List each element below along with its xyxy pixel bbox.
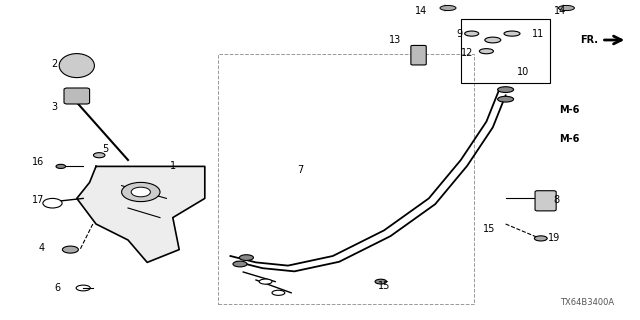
Text: 13: 13 [389,35,402,45]
Ellipse shape [272,290,285,295]
Ellipse shape [93,153,105,158]
Text: 3: 3 [51,102,58,112]
Circle shape [43,198,62,208]
FancyBboxPatch shape [64,88,90,104]
Ellipse shape [504,31,520,36]
Text: 9: 9 [456,28,463,39]
Text: M-6: M-6 [559,105,580,116]
Text: 10: 10 [517,67,530,77]
Ellipse shape [485,37,501,43]
Text: 8: 8 [554,195,560,205]
Ellipse shape [76,285,90,291]
Text: 12: 12 [461,48,474,58]
Ellipse shape [465,31,479,36]
Ellipse shape [59,53,95,78]
Bar [461,19,550,83]
Text: 15: 15 [483,224,496,234]
Ellipse shape [63,246,79,253]
Text: 4: 4 [38,243,45,253]
Ellipse shape [479,49,493,54]
Polygon shape [77,166,205,262]
Text: 19: 19 [547,233,560,244]
Text: 17: 17 [32,195,45,205]
Circle shape [131,187,150,197]
Text: 14: 14 [415,6,428,16]
Ellipse shape [498,87,514,92]
Text: M-6: M-6 [559,134,580,144]
Ellipse shape [498,96,514,102]
Ellipse shape [558,5,575,11]
Ellipse shape [534,236,547,241]
Text: 1: 1 [170,161,176,172]
FancyBboxPatch shape [411,45,426,65]
Text: 16: 16 [32,156,45,167]
Bar [218,54,474,304]
Text: 7: 7 [298,164,304,175]
Text: 15: 15 [378,281,390,292]
Circle shape [122,182,160,202]
Text: TX64B3400A: TX64B3400A [560,298,614,307]
Ellipse shape [233,261,247,267]
FancyBboxPatch shape [535,191,556,211]
Ellipse shape [440,5,456,11]
Text: 6: 6 [54,283,61,293]
Text: FR.: FR. [580,35,598,45]
Ellipse shape [259,279,272,284]
Text: 14: 14 [554,6,566,16]
Ellipse shape [375,279,387,284]
Text: 5: 5 [102,144,109,154]
Ellipse shape [239,255,253,260]
Ellipse shape [56,164,65,169]
Text: 11: 11 [531,28,544,39]
Text: 2: 2 [51,59,58,69]
